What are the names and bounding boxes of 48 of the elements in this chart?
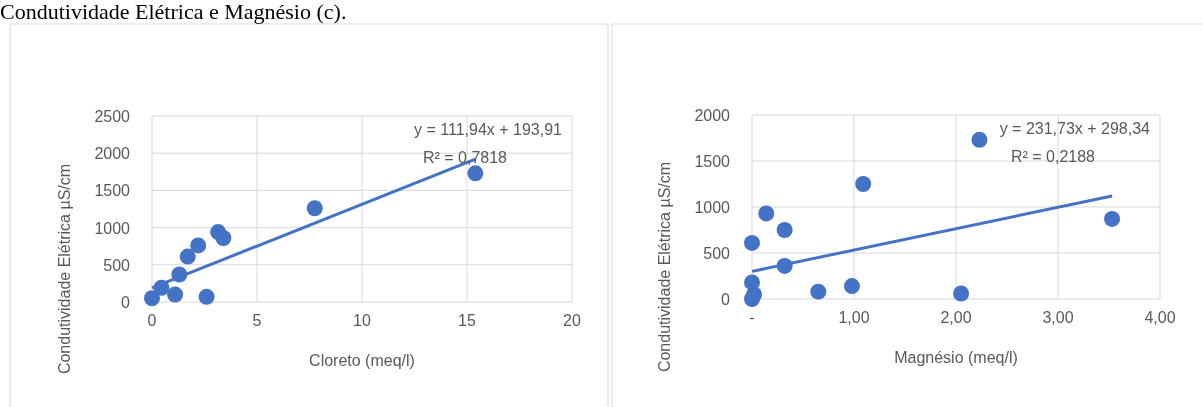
y-tick-label: 500 xyxy=(703,245,731,262)
point xyxy=(843,278,860,295)
y-tick-label: 1000 xyxy=(94,219,131,237)
point xyxy=(744,291,760,307)
point xyxy=(776,222,793,238)
point xyxy=(198,288,215,305)
annotation: R² = 0,7818 xyxy=(422,149,508,166)
x-tick-label: 1,00 xyxy=(838,309,870,326)
x-tick-label: 20 xyxy=(563,312,581,329)
y-tick-label: 2500 xyxy=(94,108,131,125)
point xyxy=(144,290,160,307)
point xyxy=(167,286,184,303)
y-tick-label: 2000 xyxy=(94,145,131,163)
y-tick-label: 1500 xyxy=(94,182,131,200)
point xyxy=(467,165,484,182)
point xyxy=(971,131,988,148)
x-tick-label: - xyxy=(749,309,755,326)
y-tick-label: 1000 xyxy=(694,199,731,216)
x-tick-label: 5 xyxy=(252,312,262,329)
y-tick-label: 500 xyxy=(103,256,131,274)
point xyxy=(744,234,760,251)
point xyxy=(758,205,775,222)
x-tick-label: 10 xyxy=(353,312,371,329)
point xyxy=(215,230,232,247)
point xyxy=(1104,210,1121,227)
x-tick-label: 0 xyxy=(147,312,157,329)
point xyxy=(179,248,196,265)
x-tick-label: 15 xyxy=(458,312,476,329)
y-tick-label: 0 xyxy=(721,291,731,308)
y-axis-title: Condutividade Elétrica µS/cm xyxy=(656,161,673,373)
x-tick-label: 4,00 xyxy=(1144,309,1176,326)
x-axis-title: Magnésio (meq/l) xyxy=(894,349,1018,366)
y-tick-label: 0 xyxy=(121,294,131,311)
chart-title: Condutividade Elétrica e Magnésio (c). xyxy=(0,0,347,24)
point xyxy=(953,285,970,302)
annotation: y = 111,94x + 193,91 xyxy=(414,121,563,138)
x-tick-label: 3,00 xyxy=(1042,309,1074,326)
x-axis-title: Cloreto (meq/l) xyxy=(309,352,415,369)
y-tick-label: 2000 xyxy=(694,107,731,124)
point xyxy=(190,237,207,254)
annotation: R² = 0,2188 xyxy=(1010,148,1096,165)
y-tick-label: 1500 xyxy=(694,153,731,170)
annotation: y = 231,73x + 298,34 xyxy=(999,120,1151,137)
point xyxy=(810,283,827,300)
point xyxy=(306,200,323,217)
point xyxy=(855,176,872,192)
x-tick-label: 2,00 xyxy=(940,309,972,326)
y-axis-title: Condutividade Elétrica µS/cm xyxy=(56,163,73,375)
